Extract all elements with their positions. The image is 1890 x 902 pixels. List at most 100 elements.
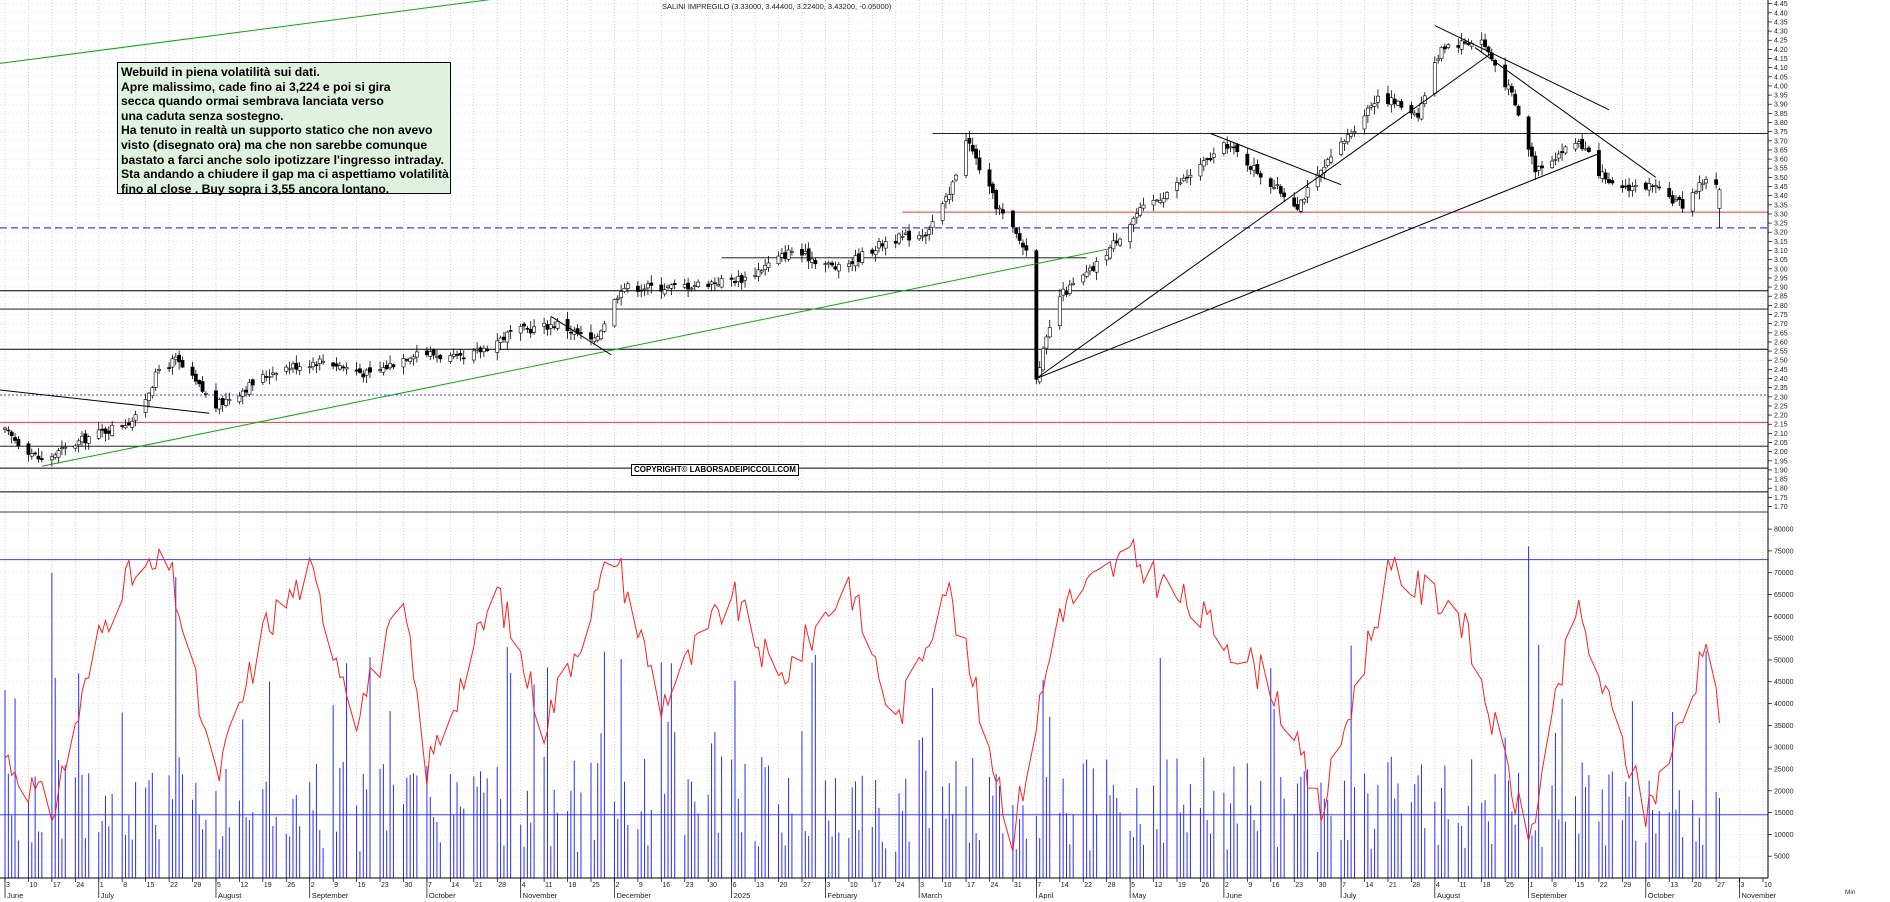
- volume-tick-label: 5000: [1774, 854, 1790, 861]
- candle-body: [1442, 46, 1447, 50]
- candle-body: [1205, 158, 1210, 160]
- candle-body: [1272, 187, 1277, 189]
- candle-body: [944, 196, 948, 202]
- trendline: [1434, 25, 1610, 111]
- price-tick-label: 3.85: [1774, 111, 1788, 118]
- candle-body: [1024, 245, 1029, 251]
- candle-body: [193, 373, 198, 382]
- price-candles: [3, 32, 1722, 467]
- candle-body: [495, 340, 500, 353]
- candle-body: [990, 183, 995, 194]
- candle-body: [458, 352, 463, 356]
- candle-body: [123, 425, 128, 429]
- candle-body: [364, 369, 369, 376]
- candle-body: [36, 455, 41, 460]
- candle-body: [86, 436, 91, 444]
- x-day-label: 26: [1201, 882, 1209, 889]
- candle-body: [1161, 198, 1166, 203]
- candle-body: [1372, 103, 1377, 107]
- x-day-label: 20: [1694, 882, 1702, 889]
- candle-body: [1084, 271, 1089, 277]
- candle-body: [1181, 178, 1186, 182]
- candle-body: [1509, 86, 1514, 93]
- annotation-line: Ha tenuto in realtà un supporto statico …: [121, 123, 433, 138]
- candle-body: [1446, 44, 1451, 48]
- price-tick-label: 4.00: [1774, 83, 1788, 90]
- candle-body: [1088, 267, 1092, 272]
- volume-tick-label: 70000: [1774, 570, 1794, 577]
- candle-body: [1376, 95, 1380, 103]
- volume-average-polyline: [4, 537, 1720, 852]
- candle-body: [522, 323, 526, 327]
- candle-body: [177, 354, 182, 363]
- candle-body: [1278, 186, 1283, 194]
- price-tick-label: 4.30: [1774, 29, 1788, 36]
- volume-tick-label: 40000: [1774, 701, 1794, 708]
- candle-body: [1128, 224, 1133, 243]
- x-day-label: 31: [1014, 882, 1022, 889]
- candle-body: [1044, 336, 1049, 349]
- x-day-label: 14: [451, 882, 459, 889]
- trendline: [1036, 52, 1493, 379]
- trendline: [1210, 133, 1342, 186]
- candle-body: [1047, 327, 1052, 338]
- price-tick-label: 3.75: [1774, 129, 1788, 136]
- candle-body: [900, 235, 905, 238]
- candle-body: [719, 278, 724, 288]
- candle-body: [1118, 238, 1122, 246]
- candle-body: [1151, 200, 1156, 206]
- candle-body: [599, 330, 603, 340]
- candle-body: [783, 252, 788, 259]
- candle-body: [244, 389, 248, 393]
- candle-body: [49, 456, 54, 461]
- candle-body: [1232, 146, 1236, 149]
- x-day-label: 28: [1108, 882, 1116, 889]
- x-month-label: September: [312, 891, 349, 900]
- volume-average-line: [4, 537, 1720, 852]
- candle-body: [763, 265, 768, 270]
- candle-body: [1268, 178, 1273, 188]
- x-day-label: 13: [756, 882, 764, 889]
- candle-body: [964, 140, 968, 176]
- candle-body: [555, 321, 560, 329]
- x-day-label: 11: [1459, 882, 1466, 889]
- candle-body: [240, 390, 245, 397]
- x-month-label: February: [827, 891, 857, 900]
- candle-body: [39, 458, 44, 460]
- x-month-label: 2025: [734, 891, 751, 900]
- x-day-label: 3: [1741, 882, 1745, 889]
- candle-body: [803, 251, 808, 254]
- candle-body: [224, 399, 228, 406]
- candle-body: [987, 169, 992, 187]
- grid-lines: [0, 0, 1768, 878]
- x-day-label: 30: [709, 882, 717, 889]
- candle-body: [217, 399, 222, 410]
- candle-body: [692, 285, 697, 287]
- candle-body: [1583, 148, 1588, 151]
- candle-body: [1650, 185, 1655, 188]
- candle-body: [1479, 39, 1484, 45]
- price-tick-label: 4.45: [1774, 1, 1788, 8]
- candle-body: [1315, 173, 1320, 188]
- candle-body: [1677, 196, 1682, 200]
- candle-body: [967, 137, 972, 144]
- candle-body: [1252, 165, 1256, 171]
- price-tick-label: 3.90: [1774, 102, 1788, 109]
- candle-body: [1627, 184, 1631, 191]
- price-tick-label: 3.20: [1774, 230, 1788, 237]
- price-tick-label: 2.95: [1774, 275, 1788, 282]
- annotation-line: Webuild in piena volatilità sui dati.: [121, 65, 320, 79]
- candle-body: [619, 291, 624, 299]
- candle-body: [903, 232, 908, 235]
- candle-body: [1041, 348, 1045, 371]
- x-day-label: 7: [1037, 882, 1041, 889]
- candle-body: [1185, 176, 1189, 179]
- x-day-label: 21: [1389, 882, 1397, 889]
- candle-body: [1463, 41, 1467, 44]
- candle-body: [1014, 228, 1019, 234]
- volume-tick-label: 75000: [1774, 548, 1794, 555]
- candle-body: [1466, 43, 1471, 45]
- candle-body: [883, 241, 888, 249]
- x-day-label: 10: [29, 882, 37, 889]
- trendlines: [0, 0, 1657, 467]
